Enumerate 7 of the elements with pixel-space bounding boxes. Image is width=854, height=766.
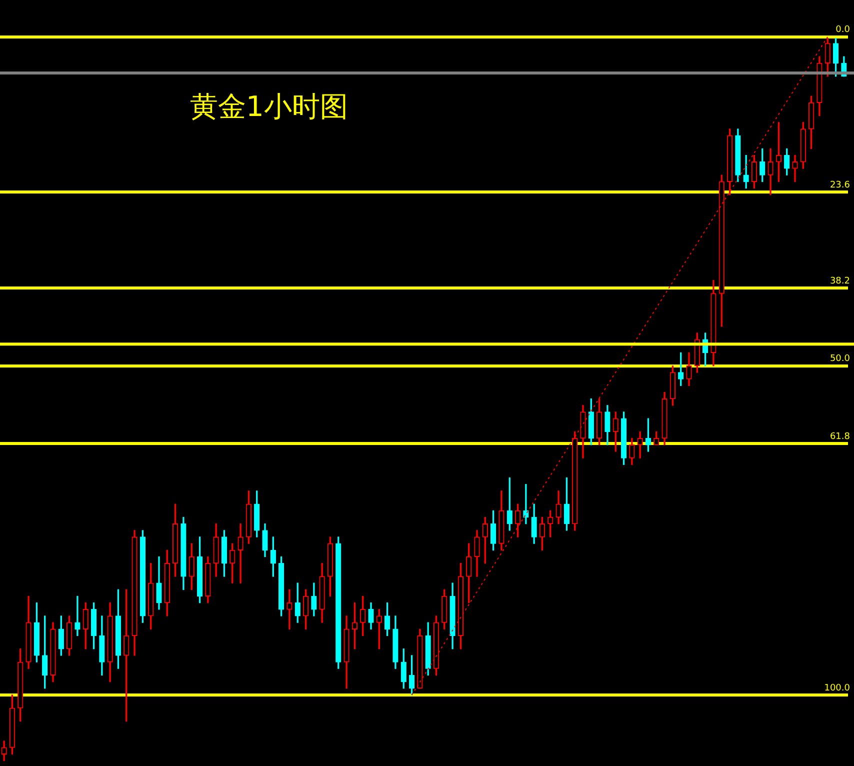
y-tick-label: 50.0 — [830, 354, 850, 364]
y-tick-label: 61.8 — [830, 432, 850, 442]
y-tick-label: 0.0 — [836, 25, 850, 36]
y-tick-label: 38.2 — [830, 276, 850, 287]
y-tick-label: 100.0 — [824, 683, 850, 694]
text: 黄金1小时图 — [190, 89, 348, 125]
y-tick-label: 23.6 — [830, 180, 850, 190]
